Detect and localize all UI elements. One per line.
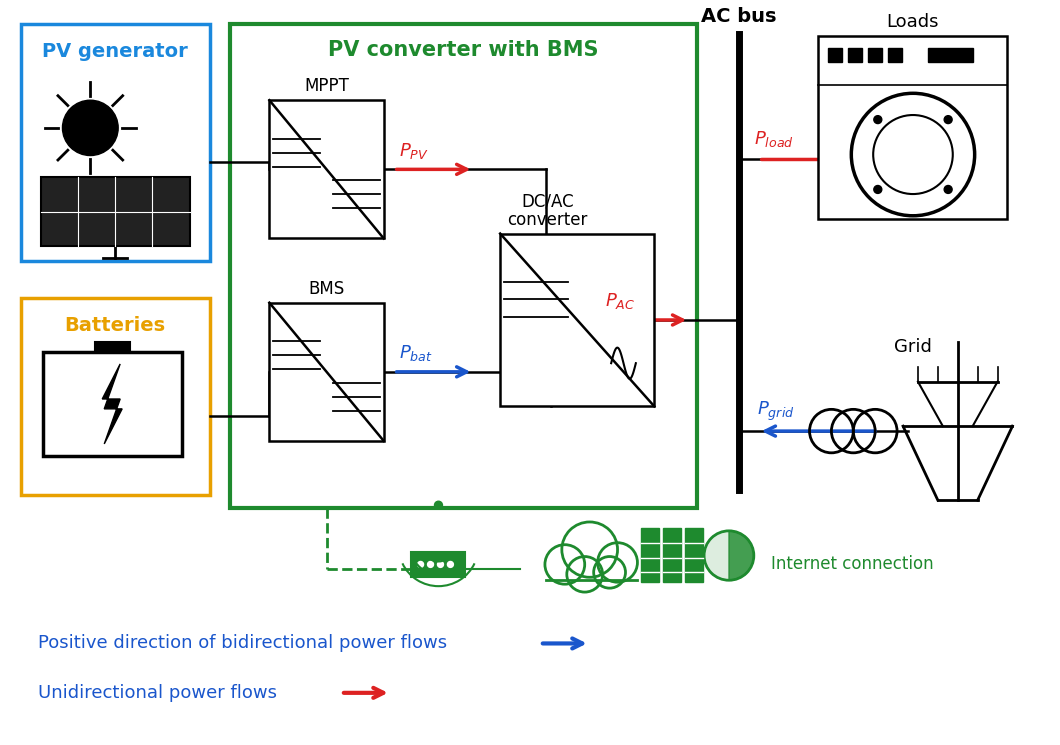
Bar (40, 177, 190, 247)
Bar (829, 48, 843, 62)
Text: Internet connection: Internet connection (771, 556, 934, 574)
Bar (269, 302, 384, 441)
Text: $\mathit{P}_{grid}$: $\mathit{P}_{grid}$ (757, 400, 794, 423)
Text: $\mathit{P}_{load}$: $\mathit{P}_{load}$ (754, 129, 794, 149)
Circle shape (63, 101, 118, 156)
Text: BMS: BMS (308, 280, 344, 298)
Bar (664, 528, 682, 582)
Circle shape (944, 115, 952, 124)
Bar (641, 528, 659, 582)
Text: PV generator: PV generator (42, 42, 188, 61)
Text: $\mathit{P}_{bat}$: $\mathit{P}_{bat}$ (399, 343, 432, 363)
Bar (685, 528, 703, 582)
Text: Batteries: Batteries (65, 316, 165, 335)
Bar (21, 24, 210, 261)
Circle shape (427, 562, 434, 568)
Bar (410, 551, 465, 577)
Circle shape (418, 562, 424, 568)
Bar (928, 48, 973, 62)
Polygon shape (729, 531, 754, 580)
Text: Positive direction of bidirectional power flows: Positive direction of bidirectional powe… (37, 635, 446, 653)
Text: $\mathit{P}_{PV}$: $\mathit{P}_{PV}$ (399, 141, 428, 160)
Bar (500, 233, 654, 407)
Text: MPPT: MPPT (304, 77, 349, 95)
Circle shape (447, 562, 454, 568)
Bar (94, 342, 129, 352)
Text: Unidirectional power flows: Unidirectional power flows (37, 684, 277, 702)
Text: Loads: Loads (887, 13, 939, 31)
Text: PV converter with BMS: PV converter with BMS (329, 39, 599, 60)
Text: converter: converter (508, 211, 587, 229)
Circle shape (438, 562, 443, 568)
Circle shape (873, 186, 882, 194)
Bar (818, 36, 1007, 219)
Circle shape (873, 115, 882, 124)
Polygon shape (102, 364, 122, 444)
Circle shape (944, 186, 952, 194)
Bar (21, 298, 210, 495)
Bar (230, 24, 697, 508)
Bar (848, 48, 862, 62)
Text: AC bus: AC bus (701, 7, 777, 26)
Text: Grid: Grid (894, 338, 932, 356)
Bar (888, 48, 902, 62)
Bar (269, 101, 384, 238)
Circle shape (704, 531, 754, 580)
Text: DC/AC: DC/AC (522, 193, 573, 211)
Text: $\mathit{P}_{AC}$: $\mathit{P}_{AC}$ (604, 291, 635, 311)
Bar (868, 48, 882, 62)
Circle shape (435, 501, 442, 509)
Bar (42, 352, 182, 456)
